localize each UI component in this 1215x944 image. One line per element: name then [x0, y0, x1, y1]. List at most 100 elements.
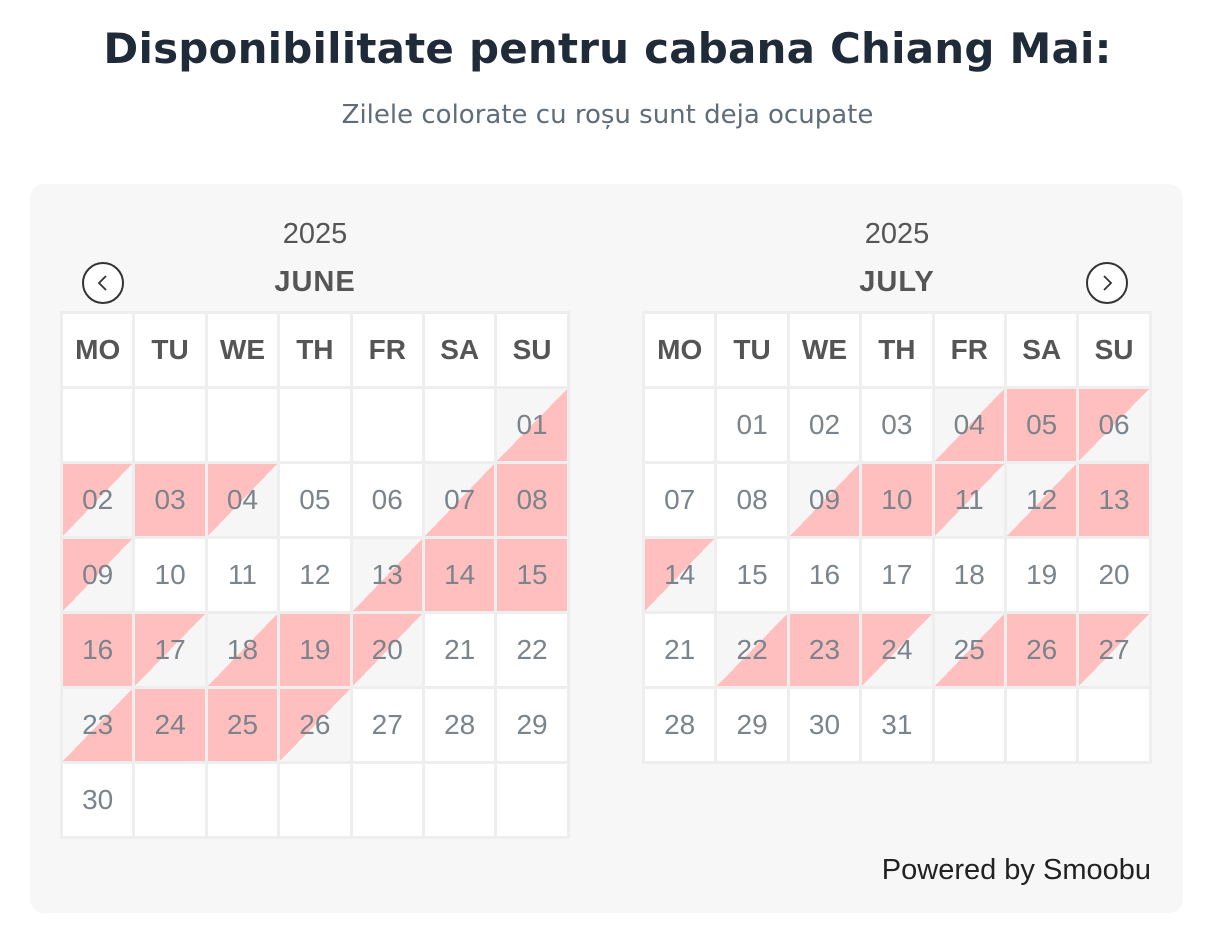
booked-day-cell[interactable]: 10	[862, 464, 935, 539]
day-cell[interactable]: 17	[862, 539, 935, 614]
booked-day-cell[interactable]: 27	[1079, 614, 1152, 689]
booked-day-cell[interactable]: 07	[424, 464, 498, 539]
booked-day-cell[interactable]: 25	[207, 689, 281, 764]
empty-day-cell	[1079, 689, 1152, 764]
weekday-label: FR	[934, 314, 1007, 389]
day-cell[interactable]: 07	[645, 464, 718, 539]
day-number: 19	[299, 634, 331, 665]
day-cell[interactable]: 27	[352, 689, 425, 764]
day-cell[interactable]: 15	[717, 539, 790, 614]
booked-day-cell[interactable]: 01	[497, 389, 570, 464]
booked-day-cell[interactable]: 18	[207, 614, 281, 689]
booked-day-cell[interactable]: 11	[934, 464, 1007, 539]
day-cell[interactable]: 03	[862, 389, 935, 464]
day-cell[interactable]: 28	[424, 689, 498, 764]
booked-day-cell[interactable]: 22	[717, 614, 790, 689]
week-row: 07 08 09 10 11 12 13	[645, 464, 1152, 539]
day-cell[interactable]: 06	[352, 464, 425, 539]
booked-day-cell[interactable]: 02	[63, 464, 136, 539]
day-number: 15	[516, 559, 548, 590]
day-cell[interactable]: 31	[862, 689, 935, 764]
day-number: 17	[154, 634, 186, 665]
booked-day-cell[interactable]: 06	[1079, 389, 1152, 464]
previous-month-button[interactable]	[82, 262, 124, 304]
empty-day-cell	[645, 389, 718, 464]
booked-day-cell[interactable]: 25	[934, 614, 1007, 689]
booked-day-cell[interactable]: 26	[280, 689, 353, 764]
booked-day-cell[interactable]: 15	[497, 539, 570, 614]
day-number: 03	[154, 484, 186, 515]
day-cell[interactable]: 18	[934, 539, 1007, 614]
day-cell[interactable]: 05	[280, 464, 353, 539]
day-number: 13	[371, 559, 403, 590]
booked-day-cell[interactable]: 09	[789, 464, 863, 539]
day-cell[interactable]: 01	[717, 389, 790, 464]
day-cell[interactable]: 20	[1079, 539, 1152, 614]
booked-day-cell[interactable]: 26	[1006, 614, 1080, 689]
empty-day-cell	[280, 764, 353, 839]
day-cell[interactable]: 12	[280, 539, 353, 614]
booked-day-cell[interactable]: 05	[1006, 389, 1080, 464]
weekday-label: SA	[1006, 314, 1080, 389]
day-cell[interactable]: 30	[789, 689, 863, 764]
empty-day-cell	[1006, 689, 1080, 764]
booked-day-cell[interactable]: 23	[789, 614, 863, 689]
day-cell[interactable]: 28	[645, 689, 718, 764]
page-subtitle: Zilele colorate cu roșu sunt deja ocupat…	[341, 100, 874, 130]
empty-day-cell	[207, 764, 281, 839]
booked-day-cell[interactable]: 09	[63, 539, 136, 614]
booked-day-cell[interactable]: 04	[934, 389, 1007, 464]
month-name: JULY	[859, 266, 935, 298]
page-title: Disponibilitate pentru cabana Chiang Mai…	[103, 24, 1112, 73]
booked-day-cell[interactable]: 12	[1006, 464, 1080, 539]
booked-day-cell[interactable]: 04	[207, 464, 281, 539]
day-number: 20	[371, 634, 403, 665]
booked-day-cell[interactable]: 03	[135, 464, 208, 539]
day-cell[interactable]: 16	[789, 539, 863, 614]
empty-day-cell	[135, 764, 208, 839]
day-number: 08	[516, 484, 548, 515]
day-number: 16	[82, 634, 114, 665]
booked-day-cell[interactable]: 23	[63, 689, 136, 764]
booked-day-cell[interactable]: 14	[424, 539, 498, 614]
day-cell[interactable]: 29	[497, 689, 570, 764]
day-cell[interactable]: 22	[497, 614, 570, 689]
empty-day-cell	[424, 764, 498, 839]
weekday-label: SU	[1079, 314, 1152, 389]
powered-by-link[interactable]: Powered by Smoobu	[881, 854, 1151, 886]
weekday-label: WE	[207, 314, 281, 389]
day-cell[interactable]: 21	[424, 614, 498, 689]
day-number: 30	[808, 709, 841, 740]
day-cell[interactable]: 02	[789, 389, 863, 464]
booked-day-cell[interactable]: 17	[135, 614, 208, 689]
booked-day-cell[interactable]: 24	[135, 689, 208, 764]
day-cell[interactable]: 30	[63, 764, 136, 839]
day-cell[interactable]: 08	[717, 464, 790, 539]
day-number: 16	[808, 559, 841, 590]
day-number: 18	[226, 634, 259, 665]
booked-day-cell[interactable]: 19	[280, 614, 353, 689]
week-row: 01	[63, 389, 570, 464]
day-number: 31	[881, 709, 913, 740]
day-number: 20	[1098, 559, 1130, 590]
empty-day-cell	[497, 764, 570, 839]
day-number: 14	[664, 559, 696, 590]
empty-day-cell	[424, 389, 498, 464]
booked-day-cell[interactable]: 08	[497, 464, 570, 539]
booked-day-cell[interactable]: 14	[645, 539, 718, 614]
booked-day-cell[interactable]: 24	[862, 614, 935, 689]
weekday-header-row: MO TU WE TH FR SA SU	[63, 314, 570, 389]
day-cell[interactable]: 10	[135, 539, 208, 614]
next-month-button[interactable]	[1086, 262, 1128, 304]
day-cell[interactable]: 19	[1006, 539, 1080, 614]
booked-day-cell[interactable]: 13	[1079, 464, 1152, 539]
day-cell[interactable]: 11	[207, 539, 281, 614]
day-number: 09	[808, 484, 841, 515]
booked-day-cell[interactable]: 16	[63, 614, 136, 689]
booked-day-cell[interactable]: 20	[352, 614, 425, 689]
weekday-label: SA	[424, 314, 498, 389]
booked-day-cell[interactable]: 13	[352, 539, 425, 614]
day-number: 05	[299, 484, 331, 515]
day-cell[interactable]: 21	[645, 614, 718, 689]
day-cell[interactable]: 29	[717, 689, 790, 764]
